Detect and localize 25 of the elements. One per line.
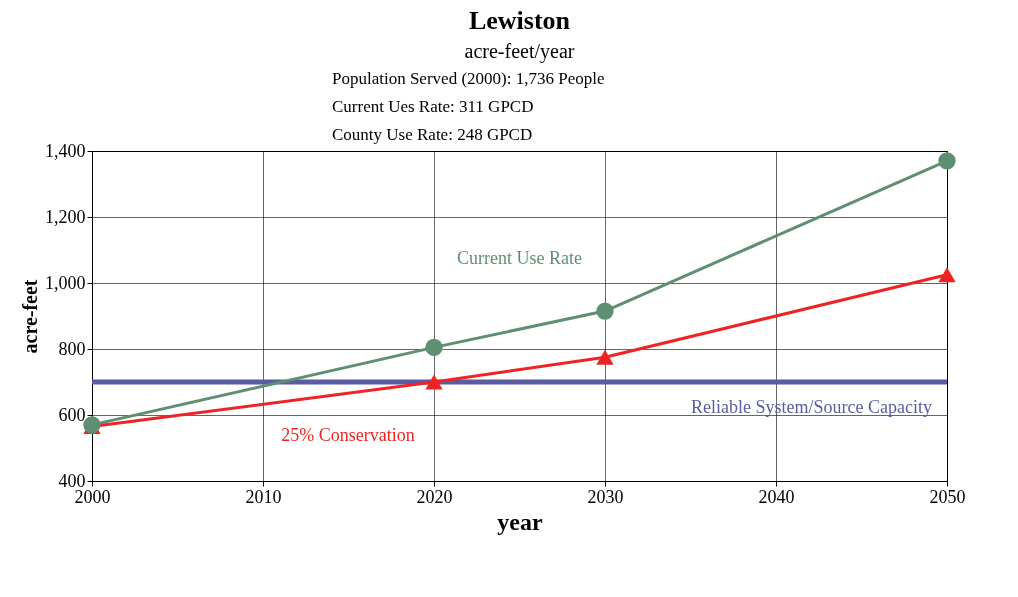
point bbox=[596, 302, 614, 320]
point bbox=[596, 349, 614, 365]
text: Current Use Rate bbox=[457, 248, 582, 269]
text: Population Served (2000): 1,736 People bbox=[332, 69, 605, 88]
point bbox=[938, 267, 956, 283]
point bbox=[425, 374, 443, 390]
chart-title: Lewiston bbox=[468, 6, 571, 35]
point bbox=[938, 152, 956, 170]
text: County Use Rate: 248 GPCD bbox=[332, 125, 533, 144]
x-axis-title: year bbox=[497, 508, 543, 535]
text: Current Ues Rate: 311 GPCD bbox=[332, 97, 534, 116]
y-axis-title: acre-feet bbox=[19, 279, 41, 354]
y-tick-label: 800 bbox=[58, 338, 86, 359]
y-tick-label: 1,200 bbox=[45, 206, 86, 227]
x-tick-label: 2050 bbox=[929, 486, 966, 507]
chart-subtitle: acre-feet/year bbox=[464, 40, 575, 63]
x-tick-label: 2040 bbox=[758, 486, 795, 507]
x-tick-label: 2030 bbox=[587, 486, 624, 507]
y-tick-label: 1,400 bbox=[45, 140, 86, 161]
point bbox=[425, 338, 443, 356]
x-tick-label: 2020 bbox=[416, 486, 453, 507]
x-tick-label: 2010 bbox=[245, 486, 282, 507]
series-label: 25% Conservation bbox=[281, 425, 415, 446]
y-tick-label: 1,000 bbox=[45, 272, 86, 293]
y-tick-label: 600 bbox=[58, 404, 86, 425]
